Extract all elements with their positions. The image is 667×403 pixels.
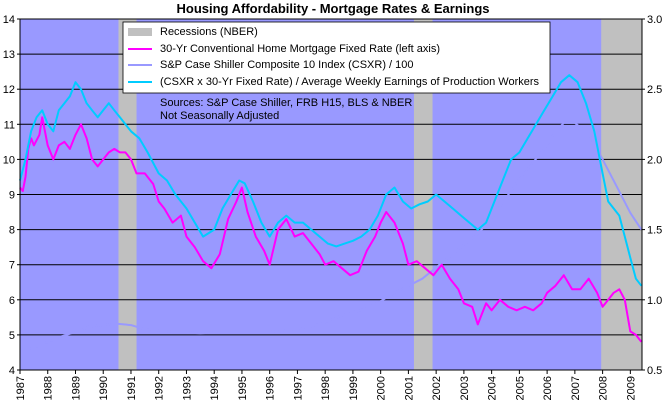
x-tick-label-1987: 1987 bbox=[15, 376, 27, 400]
x-tick-label-1995: 1995 bbox=[237, 376, 249, 400]
x-tick-label-2000: 2000 bbox=[376, 376, 388, 400]
legend-label-mortgage: 30-Yr Conventional Home Mortgage Fixed R… bbox=[160, 43, 440, 55]
x-tick-label-2001: 2001 bbox=[403, 376, 415, 400]
x-tick-label-2006: 2006 bbox=[542, 376, 554, 400]
x-tick-label-1993: 1993 bbox=[181, 376, 193, 400]
left-tick-label-14: 14 bbox=[3, 14, 15, 26]
right-tick-label-3.0: 3.0 bbox=[647, 14, 662, 26]
x-tick-label-2003: 2003 bbox=[459, 376, 471, 400]
series-lines bbox=[19, 74, 643, 353]
x-tick-label-1988: 1988 bbox=[43, 376, 55, 400]
left-tick-label-8: 8 bbox=[9, 225, 15, 237]
right-tick-label-2.5: 2.5 bbox=[647, 84, 662, 96]
x-tick-label-2008: 2008 bbox=[598, 376, 610, 400]
x-tick-label-1997: 1997 bbox=[292, 376, 304, 400]
left-tick-label-7: 7 bbox=[9, 260, 15, 272]
legend-swatch-recessions bbox=[128, 28, 152, 36]
left-tick-label-12: 12 bbox=[3, 84, 15, 96]
x-tick-label-1990: 1990 bbox=[98, 376, 110, 400]
seasonal-note: Not Seasonally Adjusted bbox=[160, 110, 279, 122]
x-tick-label-1998: 1998 bbox=[320, 376, 332, 400]
left-tick-label-10: 10 bbox=[3, 154, 15, 166]
left-axis: 4 5 6 7 8 9 10 11 12 13 14 bbox=[3, 14, 20, 377]
x-tick-label-2009: 2009 bbox=[625, 376, 637, 400]
right-axis: 0.5 1.0 1.5 2.0 2.5 3.0 bbox=[642, 14, 662, 377]
legend-label-case-shiller: S&P Case Shiller Composite 10 Index (CSX… bbox=[160, 59, 414, 71]
series-mortgage-rate bbox=[19, 116, 643, 343]
x-axis: 1987 1988 1989 1990 1991 1992 1993 1994 1995 1996… bbox=[15, 370, 637, 400]
legend-label-recessions: Recessions (NBER) bbox=[160, 26, 258, 38]
x-tick-label-1999: 1999 bbox=[348, 376, 360, 400]
x-tick-label-2002: 2002 bbox=[431, 376, 443, 400]
left-tick-label-5: 5 bbox=[9, 330, 15, 342]
right-tick-label-2.0: 2.0 bbox=[647, 154, 662, 166]
series-affordability bbox=[19, 74, 643, 287]
legend-label-affordability: (CSXR x 30-Yr Fixed Rate) / Average Week… bbox=[160, 76, 540, 88]
left-tick-label-6: 6 bbox=[9, 295, 15, 307]
x-tick-label-2005: 2005 bbox=[514, 376, 526, 400]
x-tick-label-2007: 2007 bbox=[570, 376, 582, 400]
chart-title: Housing Affordability - Mortgage Rates &… bbox=[177, 1, 490, 16]
series-case-shiller bbox=[19, 121, 643, 353]
sources-note: Sources: S&P Case Shiller, FRB H15, BLS … bbox=[160, 97, 412, 109]
x-tick-label-1996: 1996 bbox=[265, 376, 277, 400]
right-tick-label-0.5: 0.5 bbox=[647, 365, 662, 377]
right-tick-label-1.5: 1.5 bbox=[647, 225, 662, 237]
x-tick-label-1994: 1994 bbox=[209, 376, 221, 400]
left-tick-label-13: 13 bbox=[3, 49, 15, 61]
right-tick-label-1.0: 1.0 bbox=[647, 295, 662, 307]
x-tick-label-1991: 1991 bbox=[126, 376, 138, 400]
x-tick-label-1989: 1989 bbox=[70, 376, 82, 400]
x-tick-label-1992: 1992 bbox=[154, 376, 166, 400]
left-tick-label-9: 9 bbox=[9, 190, 15, 202]
legend-box bbox=[122, 21, 551, 94]
legend: Recessions (NBER) 30-Yr Conventional Hom… bbox=[122, 21, 551, 94]
left-tick-label-4: 4 bbox=[9, 365, 15, 377]
left-tick-label-11: 11 bbox=[4, 119, 15, 131]
x-tick-label-2004: 2004 bbox=[487, 376, 499, 400]
